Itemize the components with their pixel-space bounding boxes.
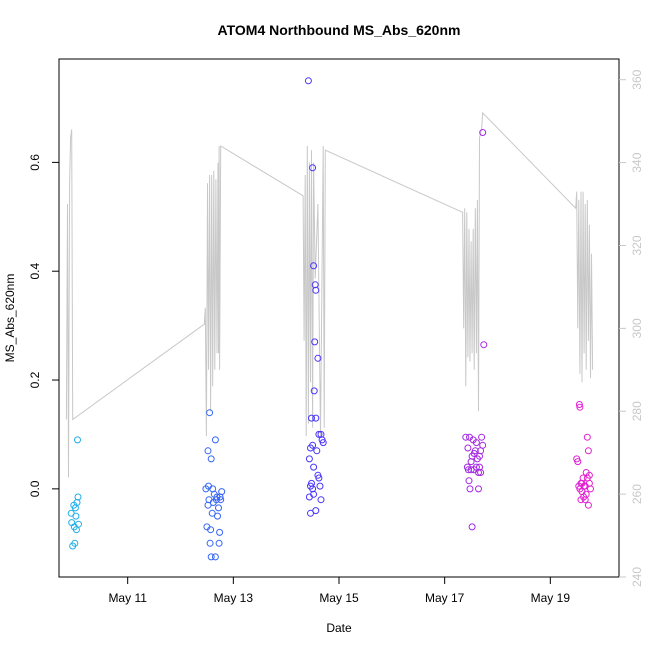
y2-tick-label: 280 — [630, 401, 644, 421]
line-layer — [65, 111, 594, 478]
data-point — [215, 539, 223, 547]
data-point — [307, 509, 314, 517]
data-point — [214, 512, 221, 520]
y2-tick-label: 320 — [630, 235, 644, 255]
data-point — [74, 493, 82, 501]
y2-tick-label: 340 — [630, 152, 644, 172]
data-point — [575, 401, 583, 408]
data-point — [585, 471, 593, 479]
x-axis: May 11 May 13 May 15 May 17 May 19 — [108, 577, 570, 605]
y-axis: 0.0 0.2 0.4 0.6 — [28, 154, 59, 497]
data-point — [475, 485, 482, 493]
data-point — [576, 403, 584, 411]
y-tick-label: 0.4 — [28, 263, 42, 280]
x-tick-label: May 19 — [531, 591, 571, 605]
data-point — [67, 509, 75, 517]
data-point — [465, 477, 473, 485]
data-point — [587, 485, 594, 493]
data-point — [574, 458, 582, 466]
data-point — [478, 433, 486, 441]
y2-tick-label: 360 — [630, 69, 644, 89]
data-point — [583, 433, 591, 441]
x-tick-label: May 13 — [214, 591, 254, 605]
x-axis-label: Date — [326, 621, 352, 635]
data-point — [472, 439, 480, 447]
data-point — [206, 539, 214, 547]
data-point — [470, 466, 478, 474]
data-point — [317, 496, 325, 504]
data-point — [208, 509, 216, 517]
data-point — [462, 433, 470, 441]
y2-tick-label: 300 — [630, 318, 644, 338]
data-point — [311, 338, 319, 346]
data-point — [468, 523, 476, 531]
data-point — [71, 539, 79, 547]
data-point — [479, 129, 487, 136]
data-point — [309, 164, 317, 172]
data-point — [305, 455, 313, 463]
data-point — [218, 488, 226, 496]
x-tick-label: May 11 — [108, 591, 147, 605]
data-point — [213, 493, 221, 501]
y-tick-label: 0.6 — [28, 154, 42, 171]
data-point — [211, 436, 219, 444]
data-point — [315, 474, 323, 482]
data-point — [211, 553, 219, 561]
y-tick-label: 0.2 — [28, 371, 42, 388]
y2-tick-label: 240 — [630, 567, 644, 587]
data-point — [308, 414, 315, 422]
data-point — [316, 482, 324, 490]
data-point — [477, 469, 485, 476]
data-point — [467, 458, 475, 466]
data-point — [207, 455, 215, 463]
y-tick-label: 0.0 — [28, 480, 42, 497]
data-point — [480, 341, 488, 349]
data-point — [310, 387, 318, 395]
data-point — [209, 485, 217, 493]
data-point — [215, 504, 222, 512]
data-point — [467, 466, 475, 474]
data-point — [204, 447, 212, 455]
y2-tick-label: 260 — [630, 484, 644, 504]
data-point — [577, 479, 585, 487]
data-point — [584, 501, 592, 509]
series-line — [65, 111, 594, 478]
data-point — [205, 496, 213, 504]
data-point — [310, 490, 318, 498]
data-point — [309, 441, 317, 449]
data-point — [207, 553, 215, 561]
right-y-axis: 240 260 280 300 320 340 360 — [619, 69, 644, 587]
data-point — [312, 507, 320, 515]
x-tick-label: May 17 — [425, 591, 465, 605]
data-point — [464, 444, 472, 452]
data-point — [314, 354, 322, 362]
data-point — [479, 441, 487, 449]
data-point — [466, 433, 473, 441]
data-point — [304, 77, 312, 85]
data-point — [206, 409, 214, 417]
data-point — [319, 439, 327, 447]
data-point — [74, 436, 81, 444]
point-layer — [67, 77, 594, 561]
data-point — [312, 286, 320, 294]
data-point — [315, 430, 323, 438]
plot-frame — [58, 58, 620, 578]
data-point — [466, 485, 474, 493]
chart-title: ATOM4 Northbound MS_Abs_620nm — [218, 22, 461, 38]
data-point — [207, 526, 215, 534]
x-tick-label: May 15 — [319, 591, 359, 605]
data-point — [582, 490, 590, 498]
data-point — [310, 262, 318, 270]
data-point — [312, 414, 320, 422]
data-point — [310, 463, 318, 471]
data-point — [471, 447, 479, 455]
y-axis-label: MS_Abs_620nm — [3, 274, 17, 363]
data-point — [216, 528, 224, 536]
data-point — [313, 447, 321, 455]
data-point — [75, 520, 82, 528]
data-point — [584, 447, 592, 455]
